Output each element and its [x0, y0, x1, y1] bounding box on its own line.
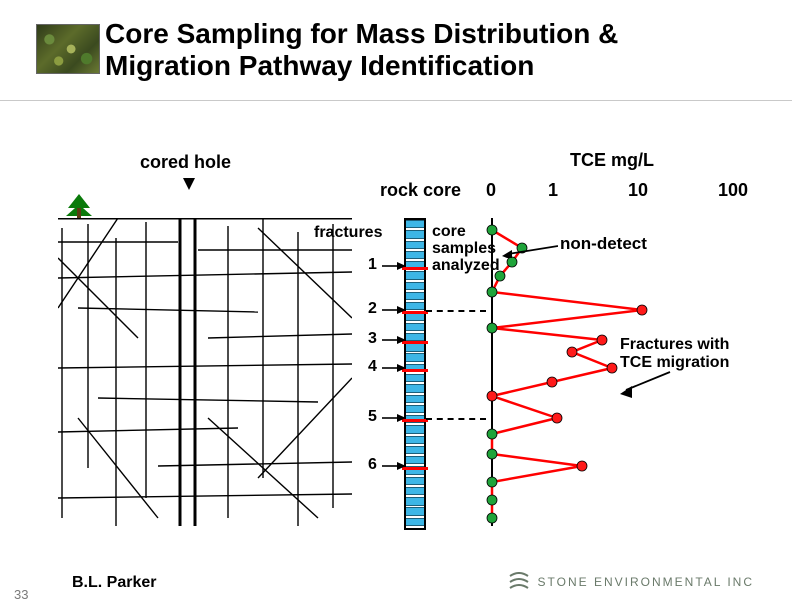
fracture-arrow-icon [382, 260, 406, 272]
fracture-arrow-icon [382, 304, 406, 316]
title-rule [0, 100, 792, 101]
label-fractures: fractures [314, 224, 382, 242]
slide-title: Core Sampling for Mass Distribution & Mi… [105, 18, 752, 82]
logo-mark-icon [508, 572, 530, 592]
fracture-arrow-icon [382, 412, 406, 424]
title-thumbnail [36, 24, 100, 74]
fracture-network-diagram [58, 218, 352, 526]
fracture-number-1: 1 [368, 256, 377, 274]
fracture-number-3: 3 [368, 330, 377, 348]
dash-line [426, 418, 486, 420]
tree-icon [62, 192, 96, 218]
fracture-number-2: 2 [368, 300, 377, 318]
axis-tick-0: 0 [486, 180, 496, 201]
fracture-number-5: 5 [368, 408, 377, 426]
rock-core-column [404, 218, 426, 530]
fracture-arrow-icon [382, 460, 406, 472]
fracture-number-4: 4 [368, 358, 377, 376]
non-detect-arrow-icon [502, 240, 558, 258]
fracture-arrow-icon [382, 362, 406, 374]
fracture-number-6: 6 [368, 456, 377, 474]
dash-line [426, 310, 486, 312]
migration-arrow-icon [618, 368, 678, 398]
label-cored-hole: cored hole [140, 152, 231, 173]
axis-tick-1: 1 [548, 180, 558, 201]
axis-tick-100: 100 [718, 180, 748, 201]
footer-logo: STONE ENVIRONMENTAL INC [508, 570, 754, 594]
label-non-detect: non-detect [560, 234, 647, 254]
axis-title: TCE mg/L [570, 150, 654, 171]
label-rock-core: rock core [380, 180, 461, 201]
fracture-arrow-icon [382, 334, 406, 346]
slide: Core Sampling for Mass Distribution & Mi… [0, 0, 792, 612]
down-arrow-icon [183, 178, 195, 190]
page-number: 33 [14, 587, 28, 602]
logo-text: STONE ENVIRONMENTAL INC [538, 575, 754, 589]
credit: B.L. Parker [72, 574, 156, 592]
axis-tick-10: 10 [628, 180, 648, 201]
